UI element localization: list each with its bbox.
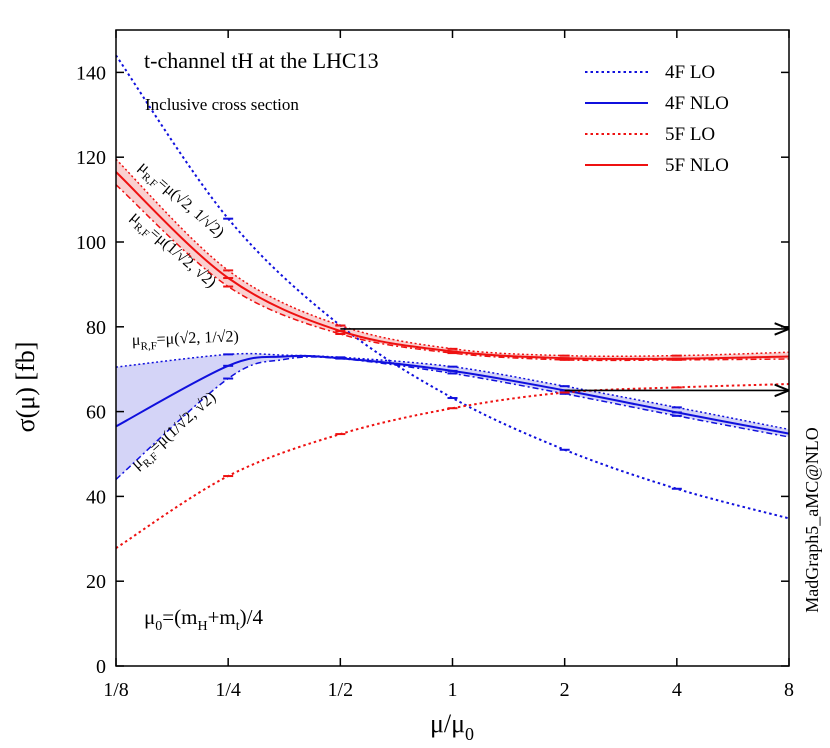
x-tick-label: 1/4 (215, 679, 241, 701)
blue-upper-scale-label: μR,F=μ(√2, 1/√2) (132, 328, 240, 353)
band-upper-5f-nlo (115, 158, 790, 358)
generator-label: MadGraph5_aMC@NLO (802, 427, 822, 613)
arrows-layer (340, 329, 789, 390)
legend: 4F LO 4F NLO 5F LO 5F NLO (585, 62, 729, 176)
band-4f-nlo (116, 353, 789, 480)
y-tick-label: 60 (86, 402, 106, 424)
chart-title: t-channel tH at the LHC13 (144, 48, 379, 73)
legend-label: 5F NLO (665, 155, 729, 176)
y-tick-label: 80 (86, 317, 106, 339)
x-tick-label: 1/2 (328, 679, 354, 701)
y-tick-label: 0 (96, 656, 106, 678)
x-axis-label: μ/μ0 (430, 709, 474, 744)
y-tick-label: 20 (86, 571, 106, 593)
x-tick-label: 4 (672, 679, 682, 701)
y-tick-label: 140 (76, 62, 106, 84)
legend-label: 4F LO (665, 62, 715, 83)
x-tick-label: 8 (784, 679, 794, 701)
x-tick-label: 1/8 (103, 679, 129, 701)
axis-ticks: 0 20 40 60 80 100 120 140 1/8 1/4 1/2 1 2 4 8 (76, 30, 794, 701)
y-tick-label: 40 (86, 486, 106, 508)
legend-label: 5F LO (665, 124, 715, 145)
legend-label: 4F NLO (665, 93, 729, 114)
point-markers (223, 217, 682, 490)
chart-subtitle: Inclusive cross section (145, 95, 299, 114)
y-tick-label: 100 (76, 232, 106, 254)
x-tick-label: 2 (560, 679, 570, 701)
y-axis-label: σ(μ) [fb] (11, 342, 40, 433)
uncertainty-bands (116, 159, 789, 480)
series-line-4f-lo (115, 54, 790, 520)
y-tick-label: 120 (76, 147, 106, 169)
x-tick-label: 1 (448, 679, 458, 701)
scale-definition: μ0=(mH+mt)/4 (144, 605, 263, 634)
